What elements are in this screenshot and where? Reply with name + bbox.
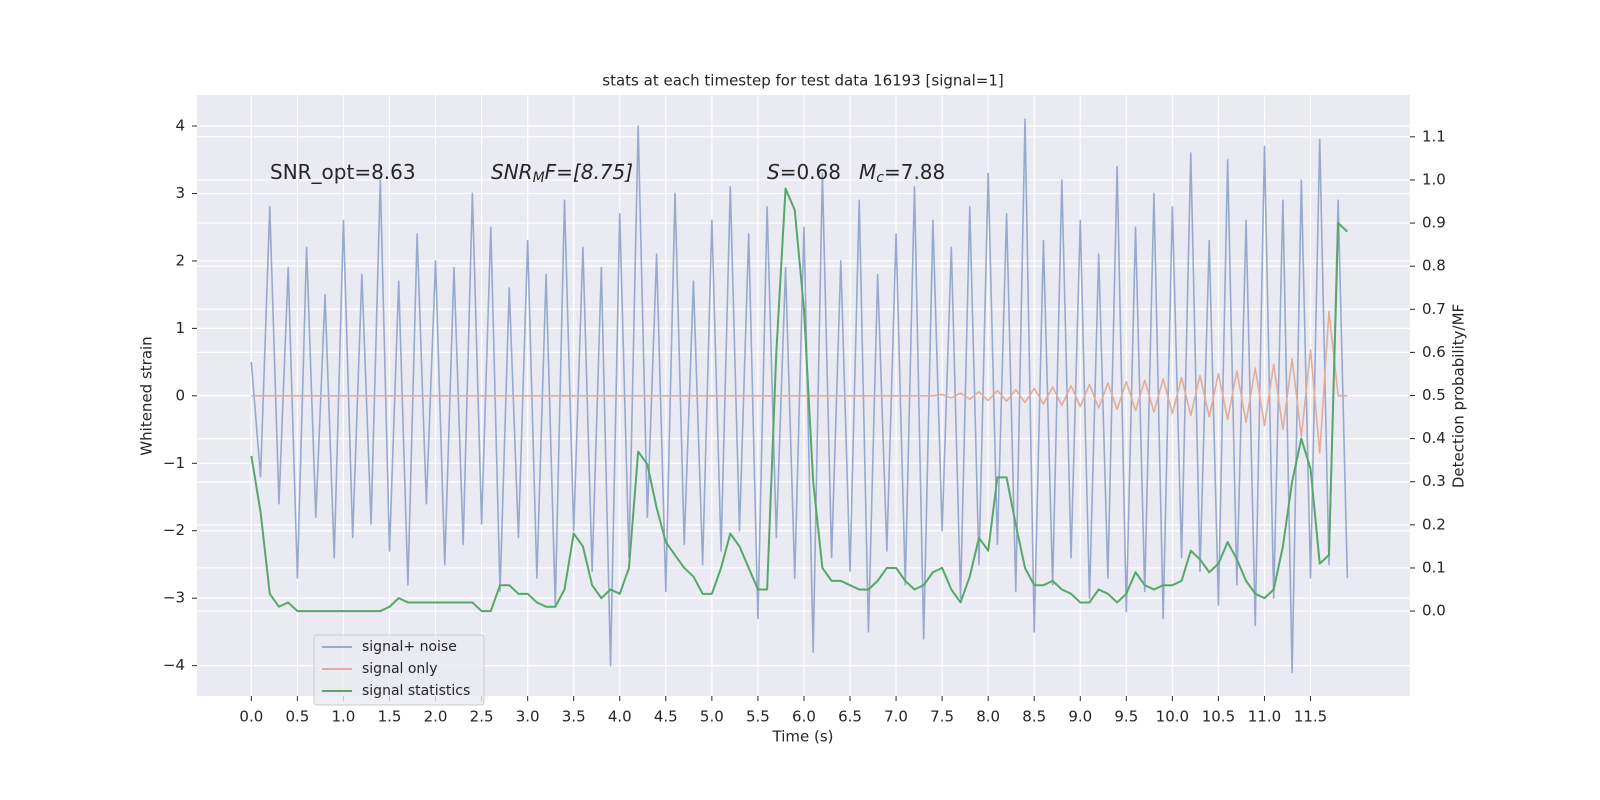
y-tick-label: −4 bbox=[163, 656, 185, 674]
x-tick-label: 11.5 bbox=[1294, 708, 1327, 726]
x-tick-label: 0.0 bbox=[239, 708, 263, 726]
x-tick-label: 1.5 bbox=[378, 708, 402, 726]
x-tick-label: 4.5 bbox=[654, 708, 678, 726]
annotation-part: SNR_opt=8.63 bbox=[270, 160, 416, 184]
y-tick-label: −2 bbox=[163, 521, 185, 539]
annotation-part: F=[8.75] bbox=[545, 160, 633, 184]
x-tick-label: 10.5 bbox=[1202, 708, 1235, 726]
x-tick-label: 7.0 bbox=[884, 708, 908, 726]
x-tick-label: 11.0 bbox=[1248, 708, 1281, 726]
annotation: Mc=7.88 bbox=[859, 160, 945, 187]
x-tick-label: 3.5 bbox=[562, 708, 586, 726]
annotation-part: c bbox=[876, 170, 884, 186]
series-line bbox=[250, 118, 1349, 674]
x-tick-label: 5.5 bbox=[746, 708, 770, 726]
x-tick-label: 1.0 bbox=[332, 708, 356, 726]
y2-tick-label: 1.1 bbox=[1422, 127, 1446, 145]
y-tick-label: 1 bbox=[175, 319, 185, 337]
legend-box bbox=[313, 634, 485, 706]
x-tick-label: 2.0 bbox=[424, 708, 448, 726]
y2-axis-label: Detection probability/MF bbox=[1450, 304, 1468, 488]
y-tick-label: 4 bbox=[175, 117, 185, 135]
y2-tick-label: 0.9 bbox=[1422, 214, 1446, 232]
annotation: SNRMF=[8.75] bbox=[491, 160, 633, 187]
y-tick-label: 3 bbox=[175, 184, 185, 202]
x-tick-label: 8.5 bbox=[1022, 708, 1046, 726]
x-tick-label: 9.0 bbox=[1068, 708, 1092, 726]
annotation-part: =7.88 bbox=[884, 160, 945, 184]
y-tick-label: −3 bbox=[163, 589, 185, 607]
y2-tick-label: 0.4 bbox=[1422, 429, 1446, 447]
y2-tick-label: 0.7 bbox=[1422, 300, 1446, 318]
x-tick-label: 3.0 bbox=[516, 708, 540, 726]
series-line bbox=[251, 310, 1348, 454]
x-tick-label: 5.0 bbox=[700, 708, 724, 726]
y2-tick-label: 0.8 bbox=[1422, 257, 1446, 275]
legend-label: signal statistics bbox=[362, 683, 470, 699]
x-tick-label: 8.0 bbox=[976, 708, 1000, 726]
y2-tick-label: 0.5 bbox=[1422, 386, 1446, 404]
annotation-part: =0.68 bbox=[780, 160, 841, 184]
legend-label: signal only bbox=[362, 661, 437, 677]
x-tick-label: 2.5 bbox=[470, 708, 494, 726]
legend-label: signal+ noise bbox=[362, 639, 457, 655]
y2-tick-label: 0.0 bbox=[1422, 602, 1446, 620]
y-tick-label: 0 bbox=[175, 386, 185, 404]
chart-title: stats at each timestep for test data 161… bbox=[602, 72, 1003, 90]
x-tick-label: 4.0 bbox=[608, 708, 632, 726]
y2-tick-label: 0.2 bbox=[1422, 515, 1446, 533]
annotation-part: SNR bbox=[491, 160, 533, 184]
y2-tick-label: 0.3 bbox=[1422, 472, 1446, 490]
y2-tick-label: 1.0 bbox=[1422, 170, 1446, 188]
annotation-part: S bbox=[767, 160, 780, 184]
x-tick-label: 10.0 bbox=[1156, 708, 1189, 726]
annotation-part: M bbox=[533, 170, 545, 186]
y-tick-label: −1 bbox=[163, 454, 185, 472]
annotation-part: M bbox=[859, 160, 876, 184]
annotation: SNR_opt=8.63 bbox=[270, 160, 416, 184]
series-line bbox=[250, 187, 1349, 613]
x-axis-label: Time (s) bbox=[772, 728, 834, 746]
y-axis-label: Whitened strain bbox=[138, 336, 156, 455]
y-tick-label: 2 bbox=[175, 251, 185, 269]
annotation: S=0.68 bbox=[767, 160, 841, 184]
y2-tick-label: 0.6 bbox=[1422, 343, 1446, 361]
x-tick-label: 0.5 bbox=[285, 708, 309, 726]
x-tick-label: 6.0 bbox=[792, 708, 816, 726]
x-tick-label: 6.5 bbox=[838, 708, 862, 726]
y2-tick-label: 0.1 bbox=[1422, 558, 1446, 576]
x-tick-label: 7.5 bbox=[930, 708, 954, 726]
x-tick-label: 9.5 bbox=[1114, 708, 1138, 726]
